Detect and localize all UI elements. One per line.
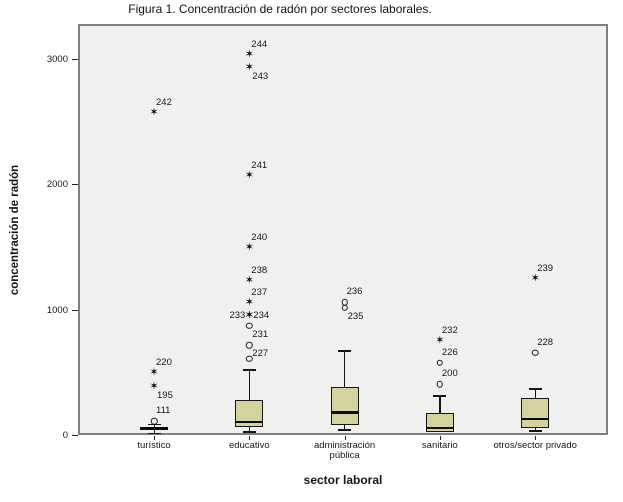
- outlier-case-label: 244: [251, 38, 268, 50]
- outlier-case-label: 228: [537, 336, 554, 348]
- y-axis-title: concentración de radón: [9, 164, 21, 296]
- outlier-star: ✶: [244, 241, 254, 254]
- y-tick-mark: [72, 184, 78, 186]
- y-tick-label: 3000: [46, 54, 68, 65]
- outlier-case-label: 243: [252, 70, 269, 82]
- x-category-label: sanitario: [421, 440, 458, 451]
- x-tick-mark: [439, 436, 441, 440]
- outlier-circle: [150, 417, 158, 425]
- upper-whisker: [344, 351, 346, 387]
- y-tick-mark: [72, 59, 78, 60]
- upper-whisker: [534, 389, 536, 399]
- outlier-case-label: 226: [441, 346, 458, 358]
- upper-whisker-cap: [528, 388, 542, 390]
- upper-whisker: [153, 424, 155, 427]
- upper-whisker-cap: [433, 395, 447, 397]
- box: [330, 386, 359, 425]
- y-tick-label: 0: [62, 430, 68, 441]
- lower-whisker-cap: [242, 430, 256, 433]
- plot-area: [78, 24, 608, 435]
- median-line: [521, 417, 550, 421]
- outlier-circle: [341, 298, 348, 306]
- outlier-circle: [436, 380, 444, 388]
- outlier-star: ✶: [149, 366, 159, 379]
- outlier-star: ✶: [244, 309, 254, 322]
- median-line: [140, 427, 168, 431]
- x-tick-mark: [154, 436, 155, 440]
- median-line: [235, 420, 264, 424]
- x-category-label: administración pública: [313, 440, 376, 461]
- outlier-case-label: 237: [251, 286, 268, 298]
- lower-whisker-cap: [528, 429, 542, 432]
- outlier-case-label: 231: [252, 328, 269, 340]
- outlier-case-label: 200: [441, 368, 458, 380]
- x-tick-mark: [535, 436, 537, 440]
- outlier-case-label: 239: [537, 262, 554, 274]
- outlier-case-label: 241: [251, 160, 268, 172]
- outlier-star: ✶: [244, 48, 254, 61]
- outlier-star: ✶: [244, 169, 254, 182]
- lower-whisker: [153, 429, 155, 433]
- lower-whisker: [248, 426, 251, 431]
- box: [521, 398, 550, 428]
- outlier-star: ✶: [530, 272, 540, 285]
- outlier-case-label: 234: [253, 309, 270, 321]
- outlier-case-label: 227: [252, 348, 269, 360]
- y-tick-mark: [72, 309, 78, 311]
- lower-whisker: [344, 424, 346, 429]
- outlier-circle: [531, 349, 539, 357]
- upper-whisker: [248, 369, 251, 401]
- lower-whisker-cap: [147, 432, 161, 435]
- figure-title: Figura 1. Concentración de radón por sec…: [128, 2, 432, 16]
- outlier-case-label: 235: [347, 310, 364, 322]
- outlier-case-label: 111: [156, 405, 171, 417]
- outlier-case-label: 233: [229, 309, 246, 321]
- outlier-star: ✶: [149, 106, 159, 119]
- outlier-case-label: 232: [441, 325, 458, 336]
- outlier-circle: [246, 322, 253, 330]
- upper-whisker-cap: [147, 423, 161, 426]
- outlier-circle: [246, 355, 253, 362]
- lower-whisker: [534, 427, 536, 430]
- lower-whisker-cap: [338, 428, 352, 431]
- outlier-star: ✶: [244, 309, 254, 322]
- upper-whisker-cap: [242, 368, 256, 371]
- x-category-label: educativo: [228, 440, 270, 451]
- x-tick-mark: [249, 436, 251, 440]
- median-line: [330, 411, 359, 414]
- outlier-star: ✶: [435, 334, 445, 347]
- outlier-circle: [436, 359, 444, 367]
- outlier-case-label: 195: [157, 389, 173, 401]
- outlier-circle: [341, 304, 348, 312]
- outlier-case-label: 240: [251, 232, 268, 244]
- outlier-star: ✶: [149, 380, 159, 393]
- y-tick-label: 2000: [46, 179, 68, 191]
- outlier-case-label: 238: [251, 264, 268, 276]
- outlier-star: ✶: [244, 274, 254, 287]
- upper-whisker: [439, 396, 441, 413]
- x-category-label: turístico: [137, 440, 171, 451]
- outlier-case-label: 220: [156, 356, 172, 368]
- outlier-case-label: 236: [346, 286, 363, 298]
- y-tick-mark: [72, 435, 78, 436]
- x-category-label: otros/sector privado: [493, 440, 577, 451]
- median-line: [425, 426, 454, 430]
- upper-whisker-cap: [338, 350, 352, 352]
- x-tick-mark: [344, 436, 346, 440]
- outlier-star: ✶: [244, 61, 254, 74]
- y-tick-label: 1000: [46, 304, 68, 316]
- outlier-star: ✶: [244, 296, 254, 309]
- x-axis-title: sector laboral: [303, 473, 383, 487]
- outlier-circle: [246, 342, 253, 349]
- outlier-case-label: 242: [156, 96, 172, 108]
